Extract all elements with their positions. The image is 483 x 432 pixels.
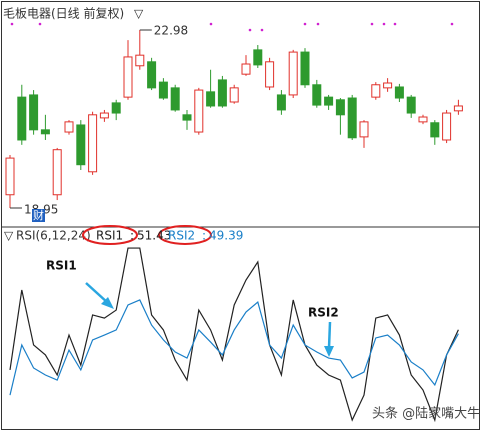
chart-title: 毛板电器(日线 前复权) — [3, 6, 124, 21]
candle-body — [111, 102, 121, 114]
max-label: 22.98 — [154, 24, 188, 38]
candle-body — [453, 105, 463, 112]
candle-body — [241, 63, 251, 75]
candle-body — [335, 99, 345, 116]
candle-body — [135, 54, 145, 67]
candle-body — [123, 56, 133, 98]
highlight-oval — [158, 225, 212, 245]
candle-body — [182, 114, 192, 121]
candle-body — [99, 112, 109, 119]
highlight-oval — [82, 225, 138, 245]
candle-body — [194, 89, 204, 133]
candle-body — [288, 51, 298, 96]
candle-body — [76, 124, 86, 166]
candle-body — [5, 157, 15, 196]
indicator-title: RSI(6,12,24) — [16, 229, 91, 243]
indicator-icon[interactable]: ▽ — [4, 229, 14, 243]
candle-body — [217, 79, 227, 107]
candle-body — [229, 87, 239, 103]
candle-body — [442, 112, 452, 141]
candle-body — [324, 96, 334, 106]
candle-body — [276, 94, 286, 111]
candle-body — [371, 84, 381, 98]
candle-body — [88, 114, 98, 173]
legend-value: 49.39 — [209, 229, 243, 243]
candle-body — [147, 61, 157, 89]
legend-name: RSI1 — [96, 229, 123, 243]
annotation: RSI2 — [308, 306, 339, 320]
candle-body — [64, 121, 74, 133]
candle-body — [418, 116, 428, 123]
candle-body — [347, 97, 357, 139]
candle-body — [29, 94, 39, 131]
legend-name: RSI2 — [168, 229, 195, 243]
legend-sep: : — [130, 229, 134, 243]
candle-body — [312, 84, 322, 106]
menu-icon[interactable]: ▽ — [134, 7, 144, 21]
annotation: RSI1 — [46, 259, 77, 273]
watermark: 头条 @陆家嘴大牛 — [372, 406, 480, 422]
candle-body — [52, 149, 62, 196]
candle-body — [170, 87, 180, 111]
arrows — [85, 282, 334, 357]
rsi-line — [9, 247, 459, 423]
signal-dots — [10, 22, 454, 32]
candle-body — [430, 122, 440, 138]
rsi-line — [9, 299, 459, 396]
candle-body — [17, 96, 27, 141]
candle-body — [383, 82, 393, 89]
candle-body — [406, 96, 416, 114]
candle-body — [206, 91, 216, 107]
candle-body — [40, 129, 50, 135]
event-badge — [32, 209, 45, 222]
candle-body — [158, 81, 168, 99]
event-label: 财 — [33, 208, 44, 222]
candle-body — [253, 49, 263, 66]
candle-body — [265, 61, 275, 88]
legend-value: 51.43 — [137, 229, 171, 243]
candle-body — [300, 51, 310, 86]
candle-body — [394, 86, 404, 99]
legend-sep: : — [202, 229, 206, 243]
candle-body — [359, 121, 369, 138]
